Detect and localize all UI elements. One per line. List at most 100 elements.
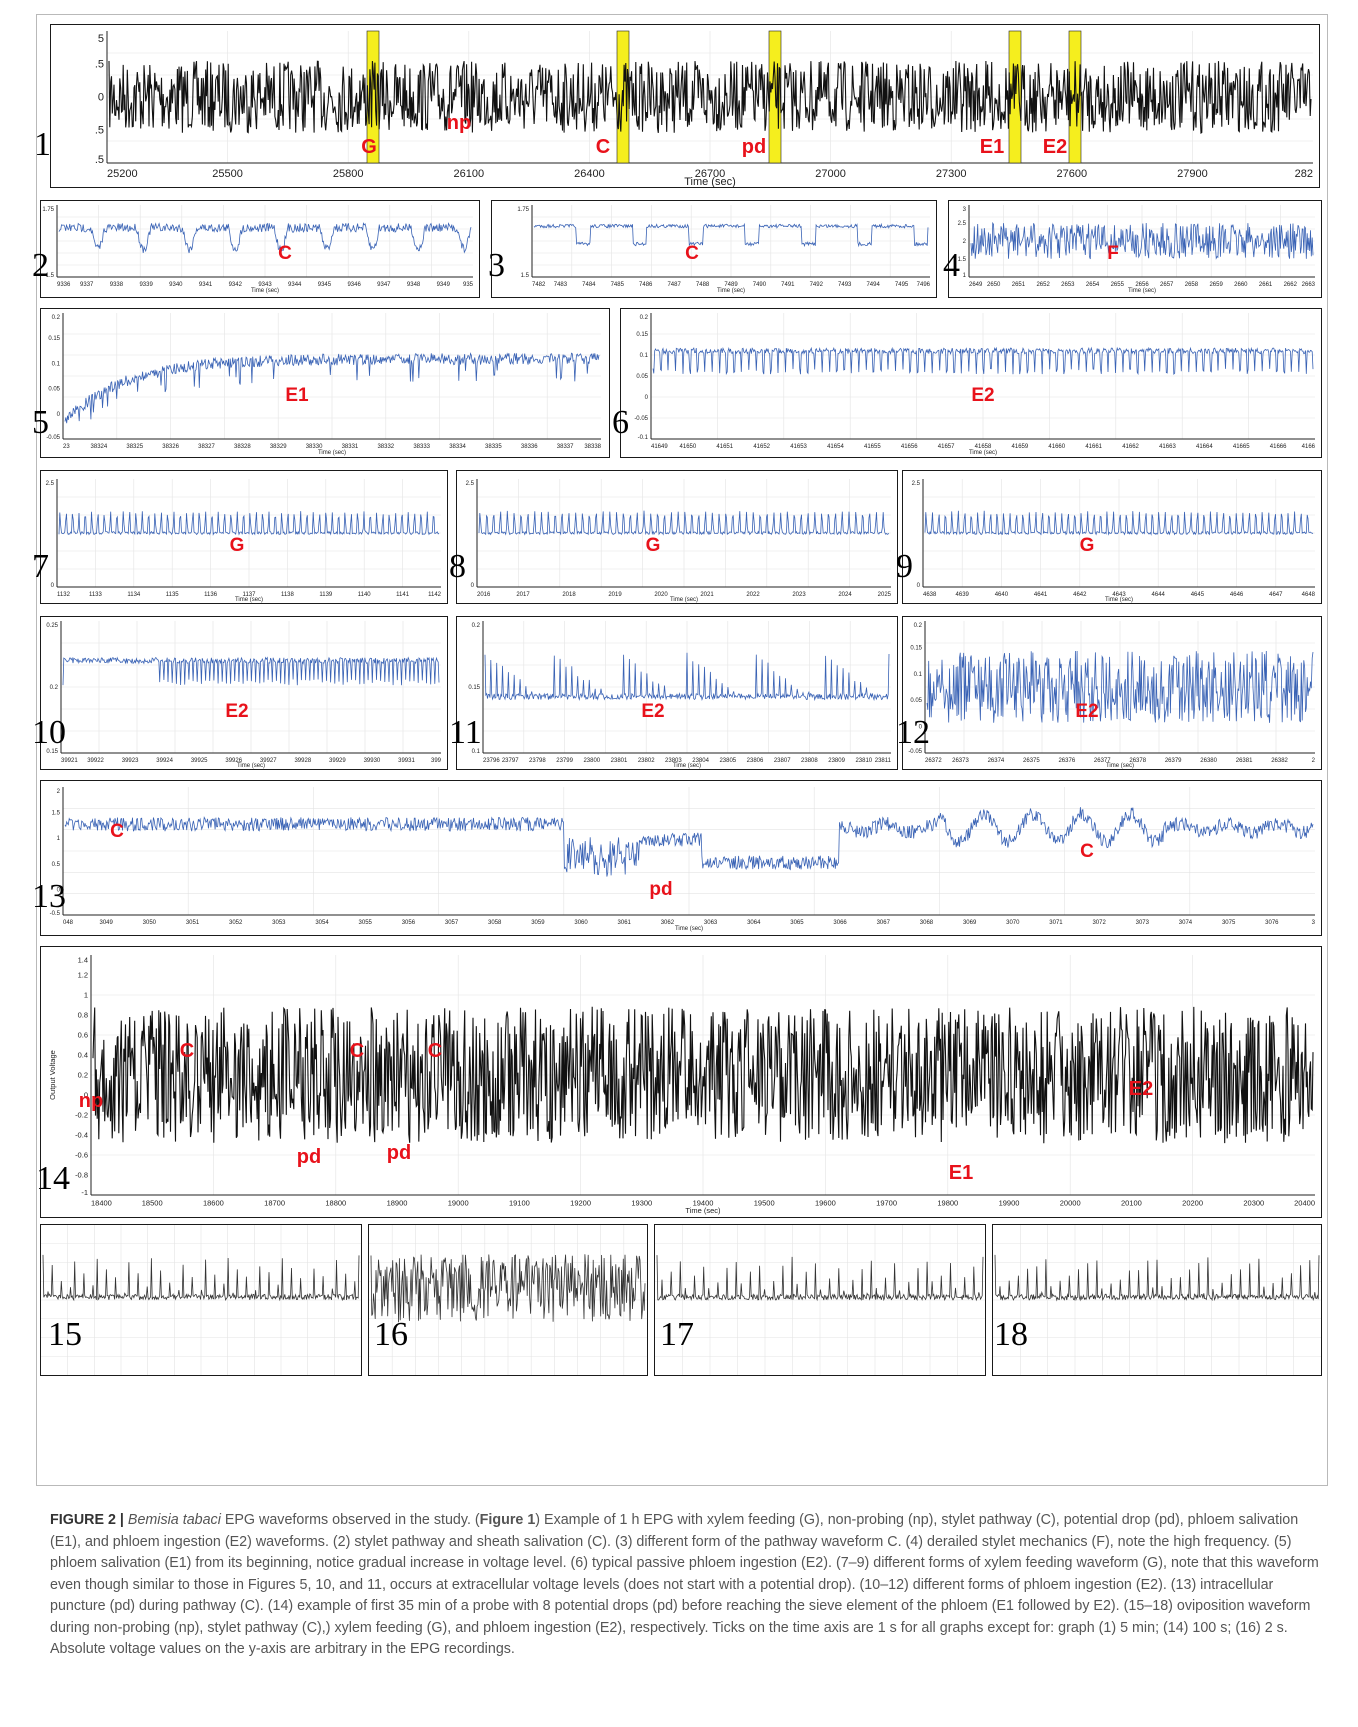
panel-7-xtick: 1135 [166, 592, 180, 598]
panel-4-xtick: 2650 [987, 282, 1001, 288]
panel-6-xtick: 4166 [1302, 444, 1316, 450]
panel-number: 15 [48, 1316, 82, 1353]
caption-label: FIGURE 2 | [50, 1512, 124, 1528]
panel-14-xtick: 19500 [754, 1199, 775, 1208]
panel-13-xtick: 3060 [574, 920, 588, 926]
panel-7-xtick: 1141 [396, 592, 410, 598]
panel-4-xtick: 2651 [1012, 282, 1026, 288]
panel-12-ytick: 0.2 [914, 623, 923, 629]
panel-8-xtick: 2023 [792, 592, 806, 598]
panel-2-ytick: 1.5 [46, 273, 55, 279]
panel-3-xtick: 7485 [611, 282, 625, 288]
panel-13-xtick: 3053 [272, 920, 286, 926]
panel-5-trace [64, 352, 600, 424]
panel-14-ytick: 0.8 [78, 1011, 88, 1020]
panel-13-xtick: 3059 [531, 920, 545, 926]
panel-5-xtick: 38337 [557, 444, 574, 450]
panel-2-xtick: 9341 [199, 282, 213, 288]
panel-9-ytick: 2.5 [912, 481, 921, 487]
panel-3-xtick: 7488 [696, 282, 710, 288]
panel-13-xtick: 3051 [186, 920, 200, 926]
panel-13-xtick: 3076 [1265, 920, 1279, 926]
panel-14-ylabel: Output Voltage [48, 1050, 57, 1100]
panel-13-xtick: 3 [1312, 920, 1316, 926]
panel-12-xtick: 26382 [1271, 758, 1288, 764]
panel-14-xtick: 20400 [1294, 1199, 1315, 1208]
panel-7-xlabel: Time (sec) [235, 597, 263, 603]
panel-11: 23796 23797 23798 23799 23800 23801 23802 23803… [456, 616, 898, 770]
panel-number: 4 [943, 247, 960, 284]
panel-3-trace [533, 222, 929, 248]
panel-14-xtick: 19700 [876, 1199, 897, 1208]
panel-3-xtick: 7496 [917, 282, 931, 288]
panel-10-ytick: 0.2 [50, 685, 59, 691]
panel-2-xtick: 9347 [377, 282, 391, 288]
panel-number: 7 [32, 548, 49, 585]
panel-6-xtick: 41661 [1085, 444, 1102, 450]
panel-9-xtick: 4643 [1112, 592, 1126, 598]
waveform-label-c: C [180, 1040, 194, 1062]
panel-6-xtick: 41655 [864, 444, 881, 450]
panel-7-xtick: 1138 [281, 592, 295, 598]
panel-14-ytick: 0.4 [78, 1051, 88, 1060]
panel-2-xtick: 9348 [407, 282, 421, 288]
panel-3-xtick: 7483 [554, 282, 568, 288]
panel-9: 4638 4639 4640 4641 4642 4643 4644 4645 4646 4647… [902, 470, 1322, 604]
panel-13-xtick: 3071 [1049, 920, 1063, 926]
panel-13-ytick: 0 [57, 887, 61, 893]
panel-5-ytick: 0.2 [52, 315, 61, 321]
panel-6-ytick: 0.05 [636, 374, 648, 380]
panel-11-xtick: 23800 [583, 758, 600, 764]
panel-3-xtick: 7487 [667, 282, 681, 288]
panel-14-xtick: 18700 [264, 1199, 285, 1208]
panel-7-trace [58, 511, 440, 536]
panel-3-ytick: 1.75 [517, 207, 529, 213]
panel-8-xtick: 2020 [654, 592, 668, 598]
panel-10-xtick: 39931 [398, 758, 415, 764]
caption-ref: Figure 1 [479, 1512, 536, 1528]
panel-5-ytick: 0 [57, 412, 61, 418]
panel-14-ytick: 0.2 [78, 1071, 88, 1080]
waveform-label-f: F [1107, 243, 1119, 264]
panel-number: 11 [449, 714, 482, 751]
panel-13-ytick: 0.5 [52, 862, 61, 868]
caption-species: Bemisia tabaci [127, 1512, 221, 1528]
panel-4-xtick: 2659 [1209, 282, 1223, 288]
panel-13-xtick: 3057 [445, 920, 459, 926]
panel-12-xtick: 26372 [925, 758, 942, 764]
panel-number: 3 [488, 247, 505, 284]
panel-10-xtick: 39923 [122, 758, 139, 764]
panel-number: 16 [374, 1316, 408, 1353]
panel-11-xtick: 23802 [638, 758, 655, 764]
panel-3-xtick: 7492 [810, 282, 824, 288]
panel-14-xtick: 19300 [631, 1199, 652, 1208]
figure-caption: FIGURE 2 | Bemisia tabaci EPG waveforms … [50, 1510, 1320, 1661]
panel-4-plot: 2649 2650 2651 2652 2653 2654 2655 2656 2657 2658… [958, 205, 1316, 294]
panel-12-ytick: 0.05 [910, 698, 922, 704]
panel-12-trace [926, 650, 1314, 723]
panel-6-ytick: -0.1 [638, 435, 649, 441]
panel-17-trace [656, 1255, 984, 1302]
panel-14-xlabel: Time (sec) [685, 1206, 721, 1215]
waveform-label-c: C [685, 243, 699, 264]
panel-11-xtick: 23796 [483, 758, 500, 764]
panel-2-ytick: 1.75 [42, 207, 54, 213]
panel-4-xtick: 2656 [1135, 282, 1149, 288]
panel-10-xtick: 39924 [156, 758, 173, 764]
panel-11-xtick: 23806 [747, 758, 764, 764]
panel-1-xtick: 25500 [212, 168, 243, 180]
panel-14-ytick: 0.6 [78, 1031, 88, 1040]
panel-2-xtick: 9342 [229, 282, 243, 288]
panel-13-xtick: 3075 [1222, 920, 1236, 926]
panel-14-ytick: -0.4 [75, 1131, 88, 1140]
panel-11-xtick: 23799 [556, 758, 573, 764]
panel-17 [654, 1224, 986, 1376]
panel-11-ytick: 0.1 [472, 749, 481, 755]
panel-12-ytick: 0.1 [914, 672, 923, 678]
panel-9-xtick: 4642 [1073, 592, 1087, 598]
panel-15-trace [42, 1254, 360, 1302]
caption-part1: EPG waveforms observed in the study. ( [220, 1512, 480, 1528]
panel-1-xtick: 26700 [695, 168, 726, 180]
panel-10-xtick: 39922 [87, 758, 104, 764]
panel-12-xtick: 26378 [1129, 758, 1146, 764]
